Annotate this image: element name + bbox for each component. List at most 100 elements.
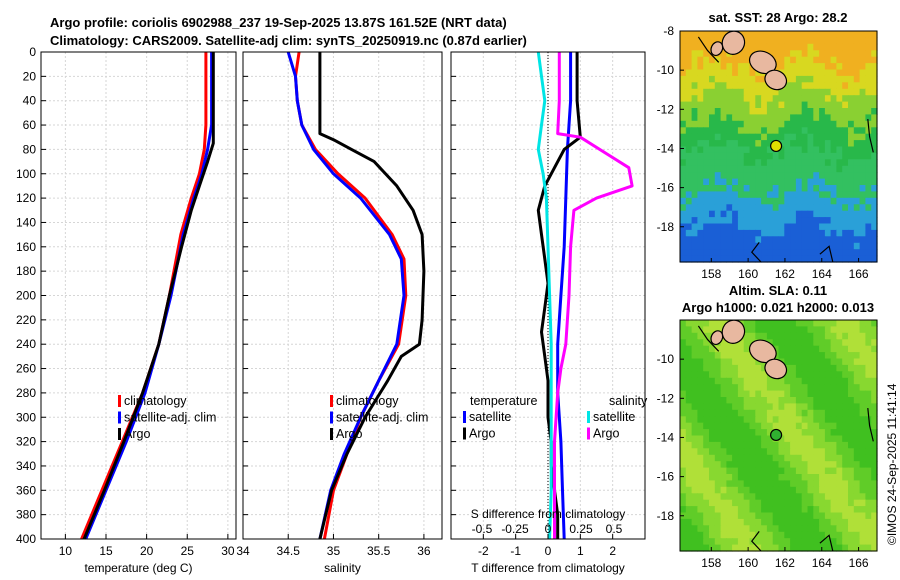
map-cell	[842, 31, 849, 38]
map-cell	[790, 69, 797, 77]
map-cell	[772, 56, 780, 64]
map-cell	[743, 185, 751, 192]
map-cell	[807, 531, 814, 539]
map-cell	[703, 178, 710, 186]
map-cell	[790, 88, 797, 96]
map-cell	[830, 377, 837, 385]
map-cell	[691, 409, 698, 417]
map-cell	[691, 197, 698, 205]
map-cell	[720, 416, 727, 424]
map-cell	[766, 531, 774, 539]
map-cell	[865, 101, 872, 109]
map-cell	[830, 204, 837, 212]
map-cell	[853, 56, 861, 64]
map-cell	[749, 397, 756, 404]
map-cell	[853, 512, 861, 520]
map-cell	[801, 50, 809, 58]
map-cell	[743, 152, 751, 160]
map-cell	[755, 371, 762, 379]
map-cell	[848, 75, 855, 83]
map-cell	[795, 486, 803, 494]
map-cell	[795, 43, 803, 51]
map-cell	[680, 197, 687, 205]
map-cell	[778, 454, 785, 462]
map-cell	[801, 332, 809, 340]
series-line-differences-0	[556, 52, 573, 540]
map-cell	[795, 140, 803, 148]
map-cell	[714, 493, 722, 501]
map-cell	[848, 152, 855, 160]
map-cell	[813, 210, 820, 218]
map-cell	[871, 409, 878, 417]
map-cell	[848, 390, 855, 398]
map-cell	[778, 56, 785, 64]
map-cell	[691, 544, 698, 552]
map-cell	[772, 31, 780, 38]
map-cell	[691, 358, 698, 366]
map-cell	[842, 146, 849, 154]
map-cell	[801, 95, 809, 103]
map-cell	[766, 197, 774, 205]
map-cell	[819, 461, 826, 469]
map-cell	[784, 506, 791, 514]
map-cell	[830, 82, 837, 90]
map-cell	[703, 409, 710, 417]
map-cell	[697, 140, 704, 148]
map-cell	[859, 69, 866, 77]
map-cell	[859, 95, 866, 103]
map-cell	[842, 172, 849, 180]
map-cell	[691, 435, 698, 443]
map-cell	[755, 217, 762, 225]
map-cell	[726, 210, 733, 218]
contour-line	[751, 242, 762, 263]
map-cell	[737, 525, 745, 533]
map-cell	[703, 37, 710, 45]
map-cell	[732, 506, 739, 514]
map-cell	[842, 178, 849, 186]
map-cell	[749, 217, 756, 225]
series-line-salinity-2	[318, 52, 426, 540]
map-cell	[790, 435, 797, 443]
map-cell	[807, 506, 814, 514]
map-cell	[772, 448, 780, 456]
s-tick-label: -0.25	[501, 522, 529, 536]
map-cell	[737, 486, 745, 494]
map-cell	[848, 63, 855, 71]
map-cell	[685, 63, 693, 71]
map-cell	[720, 56, 727, 64]
map-cell	[709, 422, 716, 430]
map-cell	[726, 525, 733, 533]
map-cell	[853, 197, 861, 205]
map-cell	[813, 441, 820, 449]
map-cell	[836, 108, 843, 115]
map-cell	[859, 178, 866, 186]
map-cell	[790, 467, 797, 475]
x-tick-label: 36	[417, 544, 431, 558]
map-cell	[703, 152, 710, 160]
map-cell	[801, 474, 809, 481]
map-cell	[807, 544, 814, 552]
legend-swatch	[587, 411, 590, 423]
map-cell	[778, 108, 785, 115]
map-cell	[691, 108, 698, 115]
map-cell	[813, 114, 820, 122]
map-cell	[697, 474, 704, 481]
map-cell	[790, 531, 797, 539]
map-cell	[680, 69, 687, 77]
map-cell	[726, 429, 733, 437]
map-cell	[795, 364, 803, 372]
map-cell	[853, 31, 861, 38]
map-cell	[859, 204, 866, 212]
map-cell	[685, 403, 693, 411]
map-cell	[714, 544, 722, 552]
map-cell	[801, 185, 809, 192]
map-cell	[709, 114, 716, 122]
map-cell	[871, 538, 878, 546]
map-cell	[819, 31, 826, 38]
map-cell	[714, 499, 722, 507]
map-cell	[848, 69, 855, 77]
map-cell	[790, 101, 797, 109]
map-x-tick-label: 164	[812, 556, 832, 570]
map-cell	[830, 544, 837, 552]
map-cell	[784, 159, 791, 167]
